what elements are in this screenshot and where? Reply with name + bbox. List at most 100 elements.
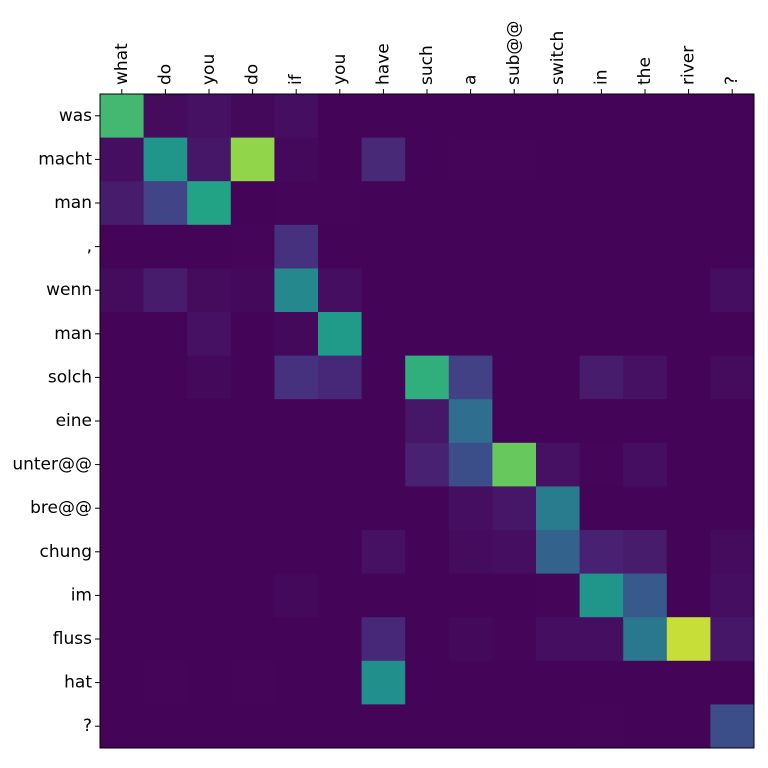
- y-tick-label: ,: [87, 237, 92, 257]
- heatmap-cell: [405, 704, 450, 749]
- heatmap-cell: [666, 312, 711, 356]
- heatmap-cell: [710, 268, 755, 313]
- heatmap-cell: [230, 573, 275, 618]
- heatmap-cell: [405, 181, 450, 226]
- heatmap-cell: [100, 442, 144, 487]
- y-tick-label: man: [54, 193, 92, 213]
- heatmap-cell: [623, 94, 668, 138]
- y-tick-label: wenn: [46, 280, 92, 300]
- heatmap-cell: [143, 399, 188, 444]
- heatmap-cell: [405, 617, 450, 662]
- x-tick-label: have: [373, 43, 393, 85]
- heatmap-cell: [187, 399, 232, 444]
- heatmap-cell: [405, 442, 450, 487]
- heatmap-cell: [361, 442, 406, 487]
- heatmap-cell: [274, 355, 319, 400]
- heatmap-cell: [536, 268, 580, 313]
- heatmap-cell: [361, 399, 406, 444]
- heatmap-cell: [318, 224, 362, 269]
- heatmap-cell: [318, 486, 362, 531]
- heatmap-cell: [448, 486, 493, 531]
- heatmap-cell: [579, 312, 624, 356]
- y-tick-label: man: [54, 324, 92, 344]
- heatmap-cell: [536, 660, 580, 705]
- heatmap-cell: [623, 660, 668, 705]
- heatmap-cell: [623, 181, 668, 226]
- heatmap-cell: [143, 312, 188, 356]
- heatmap-cell: [274, 704, 319, 749]
- heatmap-cell: [710, 94, 755, 138]
- heatmap-cell: [710, 617, 755, 662]
- heatmap-cell: [405, 137, 450, 182]
- heatmap-cell: [536, 137, 580, 182]
- heatmap-cell: [230, 486, 275, 531]
- heatmap-cell: [361, 224, 406, 269]
- heatmap-cell: [143, 181, 188, 226]
- heatmap-cell: [623, 573, 668, 618]
- heatmap-cell: [318, 660, 362, 705]
- heatmap-cell: [492, 530, 537, 574]
- heatmap-cell: [187, 312, 232, 356]
- heatmap-cell: [361, 181, 406, 226]
- heatmap-cell: [536, 704, 580, 749]
- heatmap-cell: [230, 94, 275, 138]
- heatmap-cell: [666, 355, 711, 400]
- heatmap-cell: [318, 617, 362, 662]
- heatmap-cell: [230, 355, 275, 400]
- heatmap-cell: [187, 442, 232, 487]
- x-tick-label: you: [330, 54, 350, 85]
- x-axis-ticks: what do you do if you have such a sub@@ switch in th…: [112, 21, 742, 94]
- heatmap-cell: [448, 530, 493, 574]
- x-tick-label: do: [243, 64, 263, 85]
- y-tick-label: solch: [48, 367, 92, 387]
- heatmap-cell: [143, 660, 188, 705]
- heatmap-cell: [623, 268, 668, 313]
- heatmap-cell: [361, 617, 406, 662]
- heatmap-cell: [536, 181, 580, 226]
- heatmap-cell: [536, 312, 580, 356]
- heatmap-cell: [710, 486, 755, 531]
- heatmap-cell: [492, 486, 537, 531]
- heatmap-cell: [230, 224, 275, 269]
- heatmap-cell: [230, 399, 275, 444]
- x-tick-label: in: [591, 70, 611, 86]
- heatmap-cell: [100, 530, 144, 574]
- heatmap-cell: [100, 355, 144, 400]
- heatmap-cell: [579, 137, 624, 182]
- heatmap-cell: [448, 137, 493, 182]
- heatmap-cell: [579, 355, 624, 400]
- heatmap-cell: [492, 312, 537, 356]
- heatmap-cell: [361, 573, 406, 618]
- heatmap-cell: [100, 486, 144, 531]
- heatmap-cell: [448, 704, 493, 749]
- heatmap-cell: [492, 181, 537, 226]
- heatmap-cell: [666, 181, 711, 226]
- heatmap-cell: [274, 181, 319, 226]
- heatmap-cell: [361, 530, 406, 574]
- heatmap-cell: [361, 94, 406, 138]
- heatmap-cells: [100, 94, 755, 749]
- heatmap-cell: [492, 94, 537, 138]
- heatmap-cell: [318, 268, 362, 313]
- heatmap-cell: [623, 399, 668, 444]
- heatmap-cell: [318, 355, 362, 400]
- heatmap-cell: [710, 704, 755, 749]
- heatmap-cell: [100, 94, 144, 138]
- heatmap-cell: [579, 486, 624, 531]
- heatmap-cell: [492, 617, 537, 662]
- heatmap-cell: [536, 530, 580, 574]
- x-tick-label: switch: [548, 31, 568, 85]
- heatmap-cell: [405, 530, 450, 574]
- heatmap-cell: [274, 573, 319, 618]
- heatmap-cell: [274, 312, 319, 356]
- heatmap-cell: [666, 224, 711, 269]
- heatmap-cell: [274, 442, 319, 487]
- y-tick-label: unter@@: [12, 455, 92, 475]
- heatmap-cell: [143, 530, 188, 574]
- heatmap-cell: [448, 181, 493, 226]
- heatmap-cell: [361, 660, 406, 705]
- heatmap-cell: [710, 355, 755, 400]
- heatmap-cell: [710, 312, 755, 356]
- heatmap-cell: [579, 530, 624, 574]
- heatmap-cell: [361, 355, 406, 400]
